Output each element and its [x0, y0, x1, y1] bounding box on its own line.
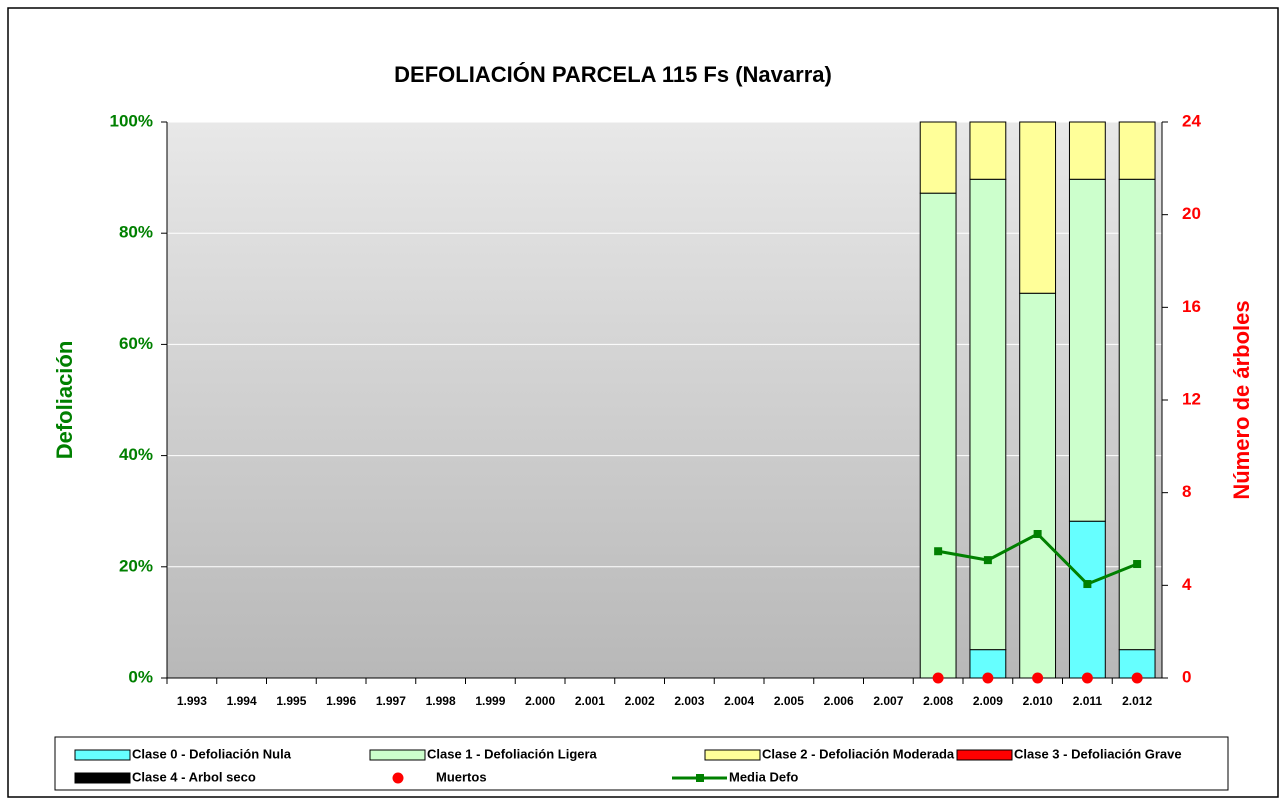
line-marker — [934, 547, 943, 556]
point — [1131, 672, 1143, 684]
y2-tick-label: 8 — [1182, 482, 1191, 501]
legend — [54, 736, 1229, 791]
y-tick-label: 60% — [119, 334, 153, 353]
x-tick-label: 2.011 — [1073, 694, 1103, 708]
x-tick-label: 2.008 — [923, 694, 953, 708]
legend-swatch — [392, 772, 404, 784]
legend-label: Muertos — [436, 769, 487, 784]
x-tick-label: 2.010 — [1023, 694, 1053, 708]
bar-segment — [1118, 121, 1156, 180]
y-tick-label: 0% — [128, 667, 153, 686]
bar-segment — [1118, 178, 1156, 651]
point — [982, 672, 994, 684]
legend-label: Media Defo — [729, 769, 798, 784]
x-tick-label: 2.002 — [625, 694, 655, 708]
x-tick-label: 2.006 — [824, 694, 854, 708]
y2-axis-label: Número de árboles — [1229, 300, 1254, 499]
plot-area — [167, 122, 1162, 678]
line-marker — [1083, 580, 1092, 589]
x-tick-label: 2.012 — [1122, 694, 1152, 708]
x-tick-label: 1.996 — [326, 694, 356, 708]
y2-tick-label: 4 — [1182, 575, 1192, 594]
legend-swatch — [74, 772, 131, 784]
x-tick-label: 2.001 — [575, 694, 605, 708]
y-tick-label: 80% — [119, 223, 153, 242]
bar-segment — [919, 121, 957, 194]
x-tick-label: 1.998 — [426, 694, 456, 708]
legend-label: Clase 4 - Arbol seco — [132, 769, 256, 784]
x-tick-label: 2.004 — [724, 694, 754, 708]
legend-swatch — [74, 749, 131, 761]
x-tick-label: 2.000 — [525, 694, 555, 708]
bar-segment — [919, 192, 957, 679]
point — [932, 672, 944, 684]
y2-tick-label: 24 — [1182, 111, 1201, 130]
bar-segment — [1019, 292, 1057, 679]
bar-segment — [1068, 520, 1106, 679]
legend-label: Clase 3 - Defoliación Grave — [1014, 746, 1182, 761]
bar-segment — [1019, 121, 1057, 294]
line-marker — [983, 556, 992, 565]
bar-segment — [969, 178, 1007, 651]
x-tick-label: 2.005 — [774, 694, 804, 708]
legend-swatch — [369, 749, 426, 761]
y-tick-label: 20% — [119, 556, 153, 575]
x-tick-label: 1.993 — [177, 694, 207, 708]
x-tick-label: 1.997 — [376, 694, 406, 708]
x-tick-label: 1.994 — [227, 694, 257, 708]
legend-label: Clase 2 - Defoliación Moderada — [762, 746, 955, 761]
bar-segment — [1068, 178, 1106, 522]
point — [1032, 672, 1044, 684]
y2-tick-label: 20 — [1182, 204, 1201, 223]
legend-swatch — [704, 749, 761, 761]
x-tick-label: 2.003 — [674, 694, 704, 708]
bar-segment — [1068, 121, 1106, 180]
x-tick-label: 1.995 — [276, 694, 306, 708]
y-tick-label: 40% — [119, 445, 153, 464]
bar-segment — [969, 121, 1007, 180]
point — [1081, 672, 1093, 684]
line-marker — [1033, 529, 1042, 538]
x-tick-label: 2.007 — [873, 694, 903, 708]
x-tick-label: 2.009 — [973, 694, 1003, 708]
y2-tick-label: 16 — [1182, 297, 1201, 316]
legend-label: Clase 0 - Defoliación Nula — [132, 746, 292, 761]
legend-label: Clase 1 - Defoliación Ligera — [427, 746, 598, 761]
line-marker — [1133, 560, 1142, 569]
y2-tick-label: 12 — [1182, 389, 1201, 408]
y2-tick-label: 0 — [1182, 667, 1191, 686]
y-tick-label: 100% — [110, 111, 153, 130]
chart-title: DEFOLIACIÓN PARCELA 115 Fs (Navarra) — [394, 62, 832, 87]
legend-swatch — [696, 774, 704, 782]
legend-swatch — [956, 749, 1013, 761]
y-axis-label: Defoliación — [52, 341, 77, 460]
x-tick-label: 1.999 — [475, 694, 505, 708]
